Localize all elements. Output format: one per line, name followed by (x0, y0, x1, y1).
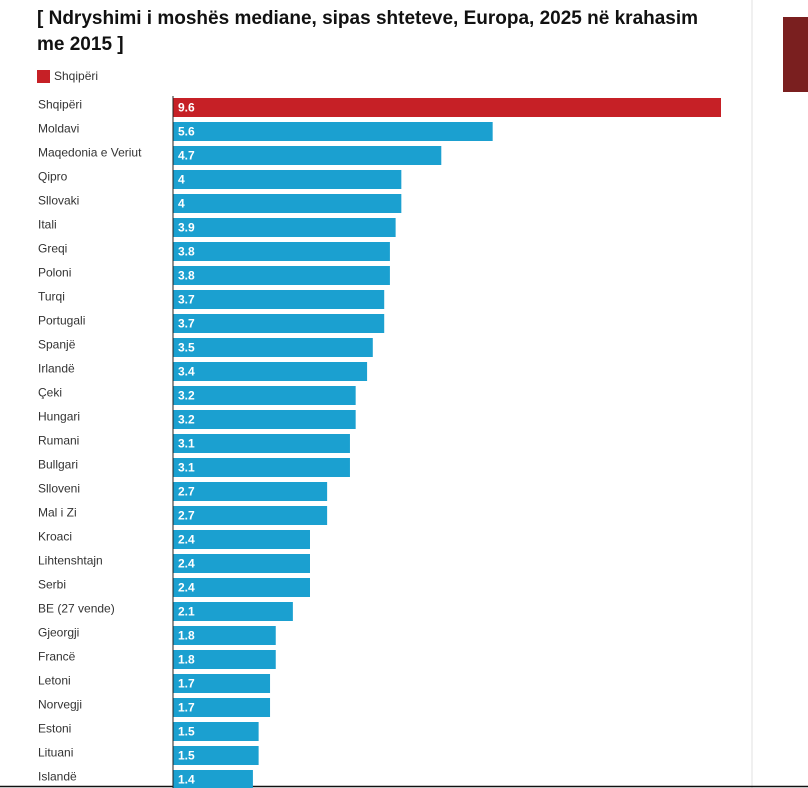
category-label: BE (27 vende) (38, 602, 115, 616)
category-label: Serbi (38, 578, 66, 592)
bar (173, 290, 385, 309)
bar (173, 770, 253, 788)
bar (173, 578, 310, 597)
bar (173, 650, 276, 669)
category-label: Bullgari (38, 458, 78, 472)
bar (173, 338, 373, 357)
category-label: Gjeorgji (38, 626, 79, 640)
value-label: 4.7 (178, 149, 195, 163)
value-label: 3.7 (178, 317, 195, 331)
value-label: 3.9 (178, 221, 195, 235)
category-label: Mal i Zi (38, 506, 77, 520)
bar (173, 698, 271, 717)
value-label: 1.8 (178, 629, 195, 643)
bar (173, 506, 328, 525)
value-label: 1.5 (178, 749, 195, 763)
category-label: Rumani (38, 434, 79, 448)
value-label: 3.2 (178, 389, 195, 403)
bar (173, 266, 390, 285)
legend-swatch (37, 70, 50, 83)
bar (173, 482, 328, 501)
value-label: 3.8 (178, 245, 195, 259)
category-label: Greqi (38, 242, 67, 256)
bar (173, 746, 259, 765)
category-label: Francë (38, 650, 76, 664)
bar (173, 554, 310, 573)
bar (173, 314, 385, 333)
value-label: 2.4 (178, 557, 195, 571)
category-label: Norvegji (38, 698, 82, 712)
value-label: 1.8 (178, 653, 195, 667)
category-label: Slloveni (38, 482, 80, 496)
value-label: 4 (178, 173, 185, 187)
value-label: 2.4 (178, 581, 195, 595)
category-label: Hungari (38, 410, 80, 424)
category-label: Sllovaki (38, 194, 79, 208)
value-label: 2.4 (178, 533, 195, 547)
category-label: Maqedonia e Veriut (38, 146, 142, 160)
bar (173, 362, 368, 381)
bar (173, 410, 356, 429)
category-label: Portugali (38, 314, 85, 328)
value-label: 2.7 (178, 509, 195, 523)
value-label: 5.6 (178, 125, 195, 139)
value-label: 3.7 (178, 293, 195, 307)
legend-label: Shqipëri (54, 69, 98, 83)
category-label: Shqipëri (38, 98, 82, 112)
bar (173, 434, 350, 453)
bar (173, 602, 293, 621)
bar (173, 530, 310, 549)
category-label: Islandë (38, 770, 77, 784)
value-label: 3.8 (178, 269, 195, 283)
bar (173, 242, 390, 261)
category-label: Kroaci (38, 530, 72, 544)
value-label: 1.7 (178, 701, 195, 715)
bar (173, 626, 276, 645)
category-label: Spanjë (38, 338, 76, 352)
category-label: Itali (38, 218, 57, 232)
category-label: Estoni (38, 722, 71, 736)
bar (173, 98, 721, 117)
category-label: Poloni (38, 266, 71, 280)
bar (173, 218, 396, 237)
value-label: 3.2 (178, 413, 195, 427)
category-label: Irlandë (38, 362, 75, 376)
bar (173, 674, 271, 693)
bar (173, 386, 356, 405)
bar (173, 194, 402, 213)
bar (173, 170, 402, 189)
value-label: 3.1 (178, 437, 195, 451)
category-label: Lihtenshtajn (38, 554, 103, 568)
category-label: Moldavi (38, 122, 79, 136)
category-label: Lituani (38, 746, 73, 760)
category-label: Turqi (38, 290, 65, 304)
value-label: 4 (178, 197, 185, 211)
value-label: 2.1 (178, 605, 195, 619)
bar (173, 722, 259, 741)
value-label: 1.4 (178, 773, 195, 787)
bar (173, 458, 350, 477)
category-label: Çeki (38, 386, 62, 400)
category-label: Letoni (38, 674, 71, 688)
value-label: 9.6 (178, 101, 195, 115)
value-label: 2.7 (178, 485, 195, 499)
value-label: 3.5 (178, 341, 195, 355)
value-label: 1.7 (178, 677, 195, 691)
side-image (783, 17, 808, 92)
value-label: 3.1 (178, 461, 195, 475)
bar (173, 122, 493, 141)
bar (173, 146, 442, 165)
value-label: 3.4 (178, 365, 195, 379)
category-label: Qipro (38, 170, 68, 184)
value-label: 1.5 (178, 725, 195, 739)
chart-title: [ Ndryshimi i moshës mediane, sipas shte… (37, 8, 699, 55)
